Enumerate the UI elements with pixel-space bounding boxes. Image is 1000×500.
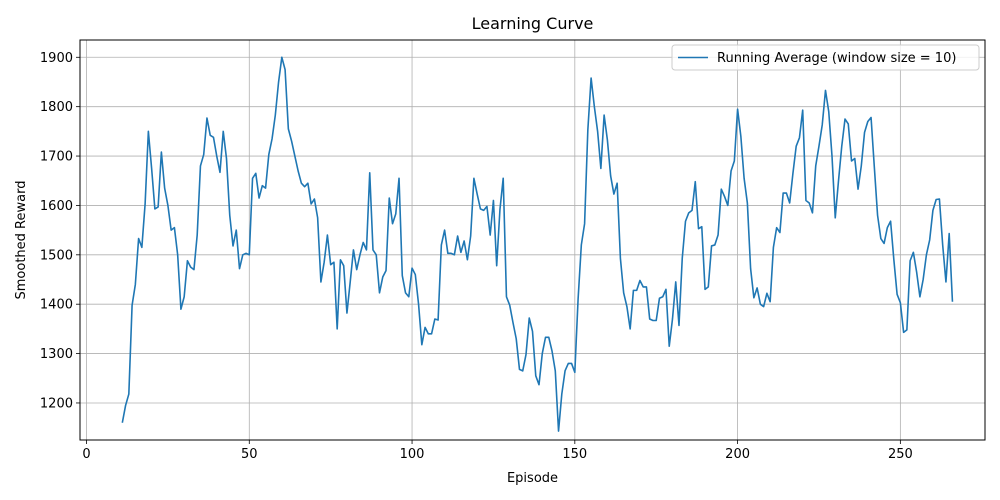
y-tick-label: 1400 (40, 298, 73, 313)
plot-frame (79, 39, 986, 441)
series-line (121, 56, 954, 432)
y-tick-label: 1700 (40, 150, 73, 165)
x-axis-title: Episode (507, 471, 558, 486)
legend-box (671, 44, 980, 71)
y-tick-label: 1500 (40, 248, 73, 263)
y-axis-title: Smoothed Reward (14, 181, 29, 300)
x-tick-label: 0 (82, 447, 90, 462)
y-tick-label: 1300 (40, 347, 73, 362)
legend: Running Average (window size = 10) (671, 44, 980, 71)
legend-label: Running Average (window size = 10) (717, 51, 956, 66)
y-tick-label: 1600 (40, 199, 73, 214)
chart-title: Learning Curve (472, 14, 594, 33)
x-tick-label: 200 (725, 447, 750, 462)
x-tick-label: 150 (562, 447, 587, 462)
x-tick-label: 250 (888, 447, 913, 462)
x-tick-label: 50 (241, 447, 258, 462)
y-tick-label: 1900 (40, 51, 73, 66)
y-tick-label: 1200 (40, 396, 73, 411)
x-tick-label: 100 (400, 447, 425, 462)
series-layer (121, 56, 954, 432)
y-tick-label: 1800 (40, 100, 73, 115)
axis-ticks: 0 50 100 150 200 250 1200 1300 1400 1500 1600 1700 1… (40, 51, 913, 462)
